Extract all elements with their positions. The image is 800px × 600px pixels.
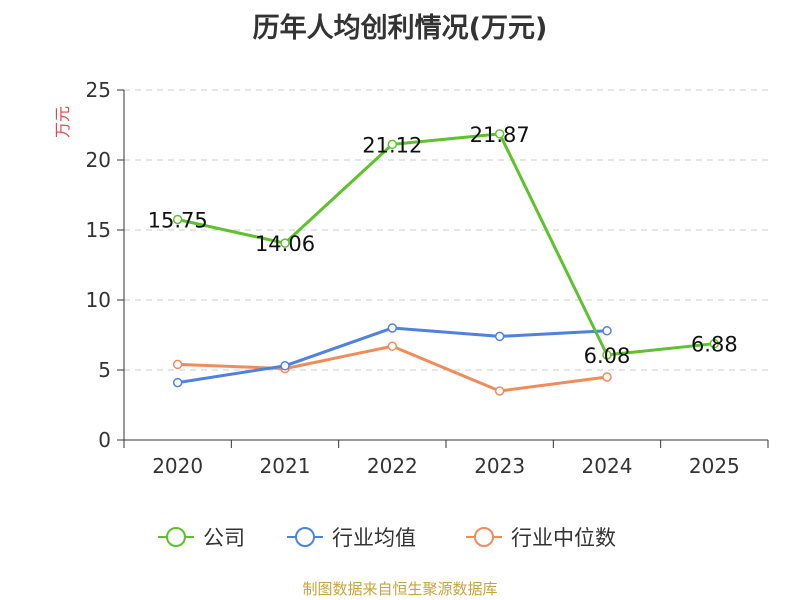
legend-item: 行业均值 [287, 526, 416, 550]
data-label: 6.88 [691, 333, 738, 357]
x-tick-label: 2021 [260, 454, 311, 478]
data-point [709, 338, 720, 349]
legend-item: 公司 [158, 526, 245, 550]
data-point [602, 350, 612, 360]
y-tick-label: 15 [86, 218, 111, 242]
legend-label: 行业均值 [332, 526, 416, 550]
y-tick-label: 10 [86, 288, 111, 312]
y-tick-label: 5 [98, 358, 111, 382]
legend-label: 公司 [203, 526, 245, 550]
data-point [172, 214, 183, 225]
chart-title: 历年人均创利情况(万元) [252, 13, 548, 44]
data-point [172, 377, 183, 388]
x-tick-label: 2024 [582, 454, 633, 478]
y-axis-label: 万元 [53, 106, 72, 138]
legend-marker [474, 527, 494, 547]
y-tick-label: 20 [86, 148, 111, 172]
legend-item: 行业中位数 [466, 526, 616, 550]
series-line [177, 344, 608, 393]
data-point [280, 361, 290, 371]
data-label: 21.87 [470, 123, 530, 147]
legend: 公司 行业均值 行业中位数 [158, 526, 616, 550]
x-tick-label: 2023 [474, 454, 525, 478]
data-point [494, 331, 505, 342]
data-point [387, 323, 398, 333]
x-tick-label: 2020 [152, 454, 203, 478]
data-point [280, 238, 290, 248]
legend-label: 行业中位数 [511, 526, 616, 550]
series-line [177, 326, 608, 385]
data-label: 14.06 [255, 232, 315, 256]
data-point [387, 341, 398, 351]
data-labels: 15.75 14.06 21.12 21.87 6.08 6.88 [148, 123, 738, 368]
x-tick-label: 2022 [367, 454, 418, 478]
legend-marker [166, 527, 186, 547]
data-label: 21.12 [362, 133, 422, 157]
data-point [494, 129, 505, 139]
series-lines [172, 129, 720, 396]
x-tick-label: 2025 [689, 454, 740, 478]
data-label: 15.75 [148, 209, 208, 233]
source-note: 制图数据来自恒生聚源数据库 [302, 580, 498, 598]
series-line [177, 132, 715, 357]
data-point [602, 372, 612, 382]
data-point [172, 359, 183, 370]
y-tick-label: 0 [98, 428, 111, 452]
data-point [387, 139, 398, 150]
data-point [494, 386, 505, 396]
data-point [602, 326, 612, 336]
legend-marker [295, 527, 315, 547]
y-tick-label: 25 [86, 78, 111, 102]
data-label: 6.08 [584, 344, 631, 368]
